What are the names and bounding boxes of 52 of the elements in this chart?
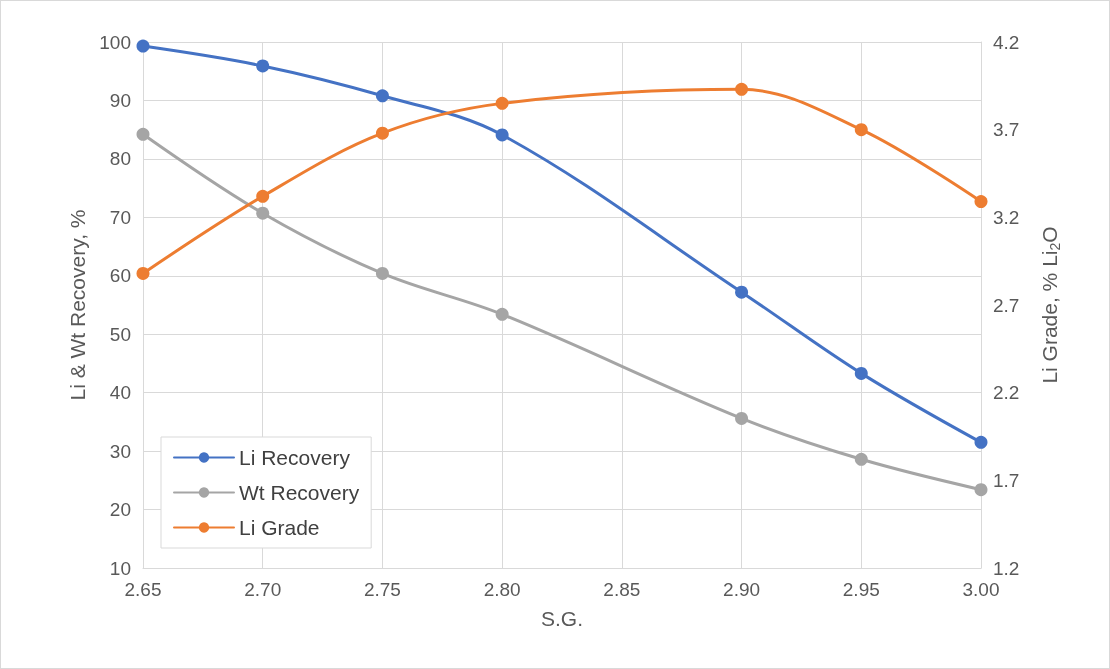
legend-label: Li Recovery	[239, 446, 351, 469]
y-tick-label: 20	[109, 499, 131, 521]
point	[854, 366, 868, 380]
y2-tick-label: 4.2	[993, 31, 1020, 53]
y-axis-title: Li & Wt Recovery, %	[66, 209, 89, 401]
legend-label: Wt Recovery	[239, 481, 360, 504]
x-tick-label: 2.75	[363, 579, 401, 600]
point	[495, 307, 509, 321]
y2-tick-label: 2.2	[993, 382, 1020, 404]
x-tick-label: 2.85	[603, 579, 641, 600]
point	[495, 128, 509, 142]
y2-tick-label: 3.7	[993, 119, 1020, 141]
y-tick-label: 100	[99, 31, 131, 53]
x-tick-label: 2.95	[842, 579, 880, 600]
point	[136, 127, 150, 141]
point	[256, 189, 270, 203]
y2-axis-title: Li Grade, % Li2O	[1037, 226, 1063, 384]
point	[256, 59, 270, 73]
point	[136, 39, 150, 53]
point	[974, 435, 988, 449]
x-tick-label: 2.90	[723, 579, 761, 600]
y-tick-label: 60	[109, 265, 131, 287]
legend-label: Li Grade	[239, 516, 320, 539]
y-tick-label: 90	[109, 89, 131, 111]
point	[256, 206, 270, 220]
x-tick-label: 2.70	[244, 579, 282, 600]
point	[375, 126, 389, 140]
point	[854, 452, 868, 466]
point	[136, 266, 150, 280]
y2-tick-label: 3.2	[993, 206, 1020, 228]
y-tick-label: 50	[109, 323, 131, 345]
point	[974, 483, 988, 497]
point	[375, 266, 389, 280]
y-tick-label: 10	[109, 557, 131, 579]
y-tick-label: 80	[109, 148, 131, 170]
y-tick-label: 70	[109, 206, 131, 228]
y-tick-label: 30	[109, 440, 131, 462]
y2-tick-label: 2.7	[993, 294, 1020, 316]
point	[495, 96, 509, 110]
point	[974, 195, 988, 209]
x-tick-label: 2.80	[483, 579, 521, 600]
y-tick-label: 40	[109, 382, 131, 404]
point	[735, 82, 749, 96]
x-tick-label: 3.00	[962, 579, 1000, 600]
point	[375, 89, 389, 103]
x-tick-label: 2.65	[124, 579, 162, 600]
point	[735, 285, 749, 299]
point	[854, 123, 868, 137]
y2-tick-label: 1.2	[993, 557, 1020, 579]
y2-tick-label: 1.7	[993, 469, 1020, 491]
point	[735, 411, 749, 425]
x-axis-title: S.G.	[540, 607, 584, 630]
